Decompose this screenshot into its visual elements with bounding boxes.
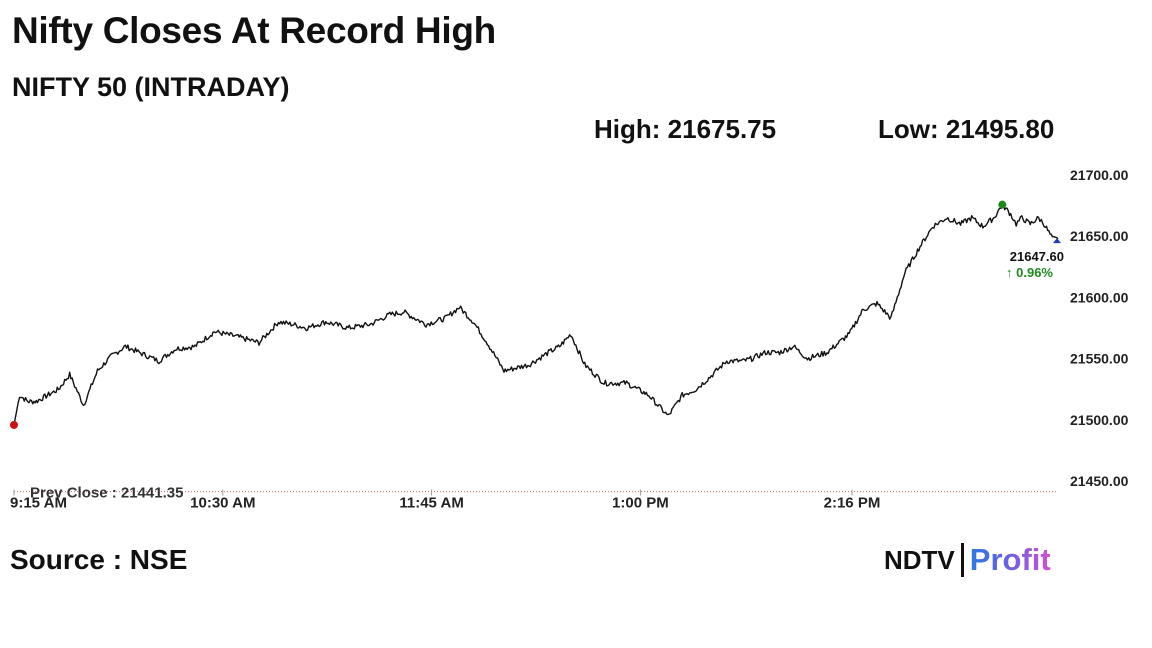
high-value: High: 21675.75: [594, 114, 777, 144]
x-tick-label: 11:45 AM: [399, 495, 463, 512]
last-marker: [1053, 238, 1061, 244]
y-tick-label: 21550.00: [1070, 351, 1129, 367]
y-tick-label: 21650.00: [1070, 228, 1129, 244]
x-tick-label: 9:15 AM: [10, 495, 67, 512]
y-tick-label: 21450.00: [1070, 473, 1129, 489]
low-value: Low: 21495.80: [878, 114, 1055, 144]
logo-profit-text: Profit: [969, 542, 1051, 577]
logo-ndtv-text: NDTV: [884, 544, 955, 575]
source-label: Source : NSE: [10, 544, 188, 575]
x-tick-label: 1:00 PM: [612, 495, 669, 512]
y-tick-label: 21500.00: [1070, 412, 1129, 428]
x-tick-label: 2:16 PM: [824, 495, 881, 512]
page-title: Nifty Closes At Record High: [12, 10, 496, 51]
y-tick-label: 21600.00: [1070, 289, 1129, 305]
y-tick-label: 21700.00: [1070, 167, 1129, 183]
high-marker: [998, 200, 1007, 209]
last-value-label: 21647.60: [1010, 249, 1064, 264]
chart-subtitle: NIFTY 50 (INTRADAY): [12, 72, 290, 102]
series-line: [13, 202, 1059, 426]
intraday-chart: 21700.00 21650.00 21600.00 21550.00 21500.00…: [10, 167, 1129, 512]
prev-close-label: Prev Close : 21441.35: [30, 485, 183, 502]
ndtv-profit-logo: NDTV Profit: [884, 540, 1051, 580]
change-label: ↑ 0.96%: [1006, 265, 1053, 280]
x-tick-label: 10:30 AM: [190, 495, 255, 512]
logo-divider: [960, 543, 964, 577]
open-low-marker: [10, 420, 18, 429]
